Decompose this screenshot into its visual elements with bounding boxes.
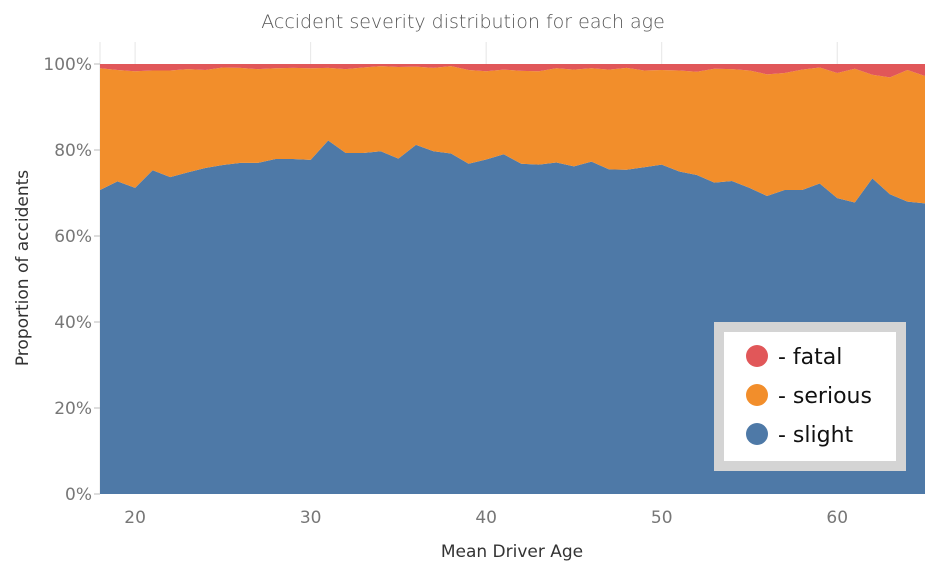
y-tick-label: 40% [54, 313, 92, 333]
chart-title: Accident severity distribution for each … [261, 11, 665, 33]
legend-swatch-slight [746, 423, 768, 445]
x-tick-label: 50 [651, 508, 673, 528]
y-tick-label: 20% [54, 399, 92, 419]
x-tick-label: 40 [475, 508, 497, 528]
y-tick-label: 0% [65, 485, 92, 505]
area-serious [100, 66, 925, 204]
x-tick-label: 60 [826, 508, 848, 528]
x-axis-ticks: 20 30 40 50 60 [124, 508, 848, 528]
legend-swatch-fatal [746, 345, 768, 367]
x-tick-label: 20 [124, 508, 146, 528]
area-fatal [100, 64, 925, 78]
legend: - fatal - serious - slight [714, 322, 906, 471]
legend-label-serious: - serious [778, 384, 872, 409]
y-axis-ticks: 0% 20% 40% 60% 80% 100% [43, 55, 100, 505]
y-axis-title: Proportion of accidents [13, 170, 33, 366]
y-tick-label: 60% [54, 227, 92, 247]
legend-label-fatal: - fatal [778, 345, 842, 370]
legend-label-slight: - slight [778, 423, 854, 448]
y-tick-label: 100% [43, 55, 92, 75]
legend-swatch-serious [746, 384, 768, 406]
x-axis-title: Mean Driver Age [441, 542, 583, 562]
y-tick-label: 80% [54, 141, 92, 161]
x-tick-label: 30 [300, 508, 322, 528]
